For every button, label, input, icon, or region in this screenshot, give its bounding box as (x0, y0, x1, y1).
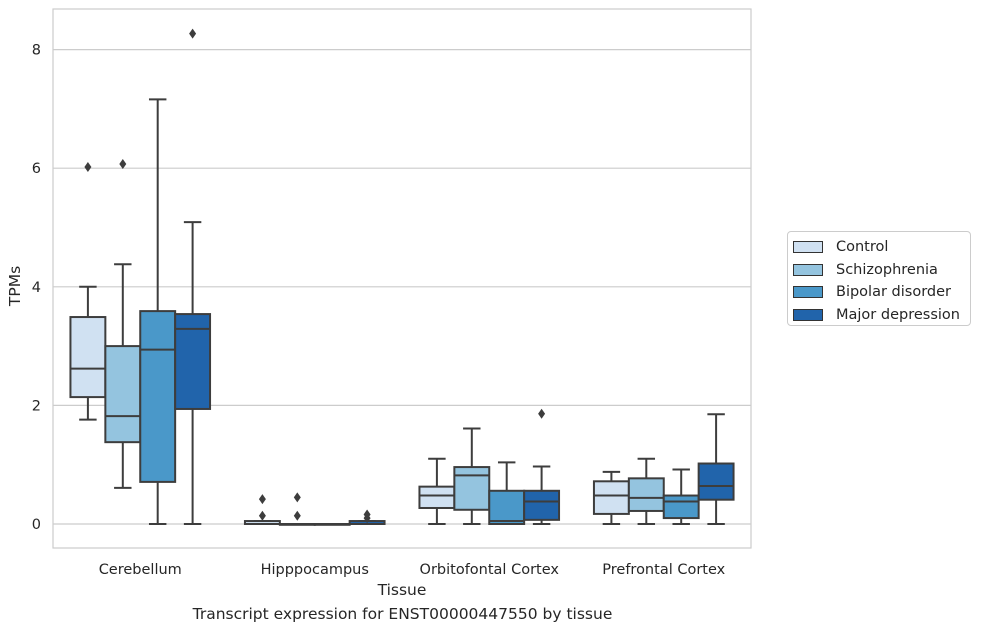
y-axis-ticks: 0 2 4 6 8 (32, 43, 41, 533)
box-iqr (523, 489, 561, 521)
box-schizophrenia (627, 457, 665, 525)
box-iqr (69, 316, 107, 399)
outlier-point (293, 492, 301, 503)
outlier-point (258, 510, 266, 521)
box-iqr (139, 310, 177, 483)
box-bipolar-disorder (488, 461, 526, 525)
box-iqr (662, 494, 700, 520)
box-iqr (592, 480, 630, 515)
box-iqr (418, 485, 456, 509)
outlier-point (363, 509, 371, 520)
outlier-point (293, 510, 301, 521)
box-control (69, 162, 107, 421)
box-iqr (453, 466, 491, 511)
box-bipolar-disorder (662, 468, 700, 525)
legend-item: Bipolar disorder (793, 281, 970, 304)
legend-item: Schizophrenia (793, 259, 970, 282)
box-iqr (627, 477, 665, 512)
box-control (243, 494, 281, 525)
box-bipolar-disorder (139, 98, 177, 525)
legend-swatch (793, 286, 823, 299)
legend-label: Bipolar disorder (836, 284, 951, 301)
boxes-layer (69, 28, 735, 526)
legend-item: Major depression (793, 304, 970, 327)
box-schizophrenia (104, 159, 142, 489)
y-axis-label: TPMs (6, 266, 24, 307)
x-axis-label: Tissue (377, 581, 427, 599)
x-tick-label: Cerebellum (99, 562, 182, 578)
outlier-point (538, 408, 546, 419)
x-tick-label: Orbitofontal Cortex (420, 562, 560, 578)
box-major-depression (348, 509, 386, 525)
legend-label: Control (836, 239, 889, 256)
legend: Control Schizophrenia Bipolar disorder Majo… (787, 231, 971, 326)
box-schizophrenia (453, 427, 491, 525)
legend-label: Schizophrenia (836, 261, 938, 278)
box-iqr (488, 489, 526, 525)
legend-item: Control (793, 236, 970, 259)
chart-caption: Transcript expression for ENST0000044755… (192, 605, 613, 623)
legend-swatch (793, 308, 823, 321)
box-major-depression (174, 28, 212, 525)
box-control (592, 470, 630, 525)
box-major-depression (697, 413, 735, 525)
legend-label: Major depression (836, 306, 960, 323)
y-tick-label: 6 (32, 161, 41, 177)
y-tick-label: 2 (32, 398, 41, 414)
outlier-point (258, 494, 266, 505)
box-iqr (697, 462, 735, 501)
y-tick-label: 4 (32, 280, 41, 296)
legend-swatch (793, 241, 823, 254)
x-tick-label: Prefrontal Cortex (602, 562, 725, 578)
y-tick-label: 8 (32, 43, 41, 59)
box-iqr (104, 345, 142, 444)
outlier-point (189, 28, 197, 39)
outlier-point (84, 162, 92, 173)
box-major-depression (523, 408, 561, 525)
box-control (418, 457, 456, 525)
legend-swatch (793, 263, 823, 276)
box-bipolar-disorder (313, 523, 351, 526)
x-tick-label: Hipppocampus (261, 562, 369, 578)
outlier-point (119, 159, 127, 170)
y-tick-label: 0 (32, 517, 41, 533)
plot-frame (52, 8, 752, 549)
box-schizophrenia (278, 492, 316, 526)
x-axis-ticks: Cerebellum Hipppocampus Orbitofontal Corte… (99, 562, 726, 578)
